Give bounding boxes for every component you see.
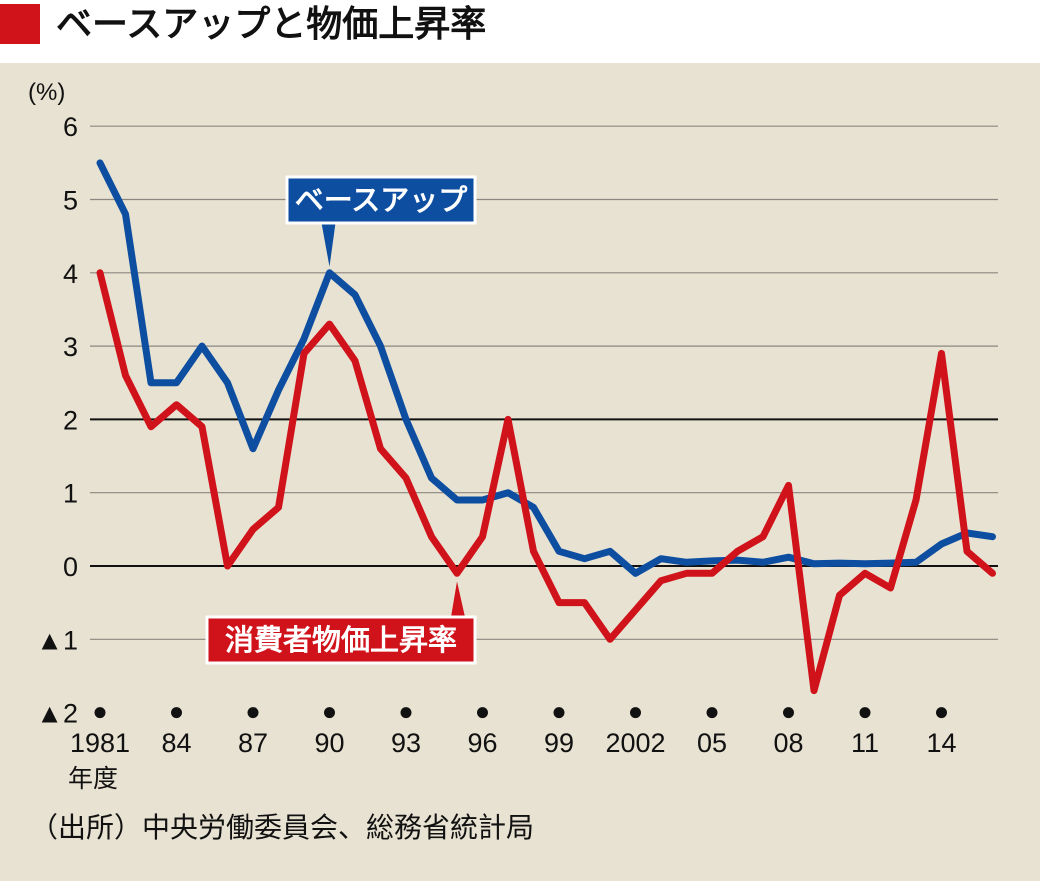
x-tick-dot bbox=[936, 707, 947, 719]
x-tick-label: 90 bbox=[314, 728, 344, 758]
title-marker bbox=[0, 4, 40, 44]
x-tick-dot bbox=[630, 707, 641, 719]
y-tick-label: 0 bbox=[63, 552, 78, 582]
y-tick-label: 5 bbox=[63, 186, 78, 216]
cpi-line bbox=[96, 269, 996, 695]
x-axis-unit: 年度 bbox=[68, 764, 118, 793]
base-up-callout-box bbox=[285, 175, 477, 225]
x-tick-label: 11 bbox=[851, 728, 879, 758]
x-tick-label: 87 bbox=[238, 728, 268, 758]
y-tick-label: 6 bbox=[63, 112, 78, 142]
y-tick-label: ▲2 bbox=[36, 699, 78, 729]
x-tick-dot bbox=[553, 707, 565, 719]
x-tick-dot bbox=[400, 707, 412, 719]
y-tick-label: 3 bbox=[63, 332, 78, 362]
cpi-callout-box bbox=[205, 615, 477, 665]
x-tick-label: 99 bbox=[544, 728, 574, 758]
x-tick-label: 84 bbox=[161, 728, 191, 758]
x-tick-label: 1981 bbox=[70, 728, 130, 758]
y-axis: 6 5 4 3 2 1 0 ▲1 ▲2 (%) bbox=[28, 79, 78, 729]
y-tick-label: 1 bbox=[63, 479, 78, 509]
base-up-callout-pointer bbox=[321, 223, 336, 267]
x-tick-dot bbox=[94, 707, 106, 719]
series-lines bbox=[96, 159, 996, 695]
x-tick-dot bbox=[859, 707, 871, 719]
title-bar: ベースアップと物価上昇率 bbox=[0, 0, 1040, 58]
x-tick-label: 96 bbox=[467, 728, 497, 758]
base-up-callout-label: ベースアップ bbox=[295, 183, 469, 217]
cpi-callout-label: 消費者物価上昇率 bbox=[225, 623, 457, 657]
x-axis: 1981 84 87 90 93 96 99 2002 05 08 11 14 年度 bbox=[68, 707, 957, 793]
cpi-callout-pointer bbox=[451, 581, 465, 617]
x-tick-label: 14 bbox=[926, 728, 956, 758]
y-tick-label: ▲1 bbox=[36, 625, 78, 655]
x-tick-dot bbox=[477, 707, 488, 719]
chart-title: ベースアップと物価上昇率 bbox=[56, 4, 487, 45]
x-tick-dot bbox=[171, 707, 182, 719]
x-tick-dot bbox=[706, 707, 718, 719]
x-tick-label: 93 bbox=[391, 728, 421, 758]
y-tick-label: 4 bbox=[63, 259, 78, 289]
x-tick-label: 08 bbox=[773, 728, 803, 758]
x-tick-label: 05 bbox=[697, 728, 727, 758]
y-axis-unit: (%) bbox=[28, 79, 65, 106]
source-note: （出所）中央労働委員会、総務省統計局 bbox=[30, 811, 535, 844]
x-tick-label: 2002 bbox=[605, 728, 665, 758]
y-tick-label: 2 bbox=[63, 405, 78, 435]
x-tick-dot bbox=[247, 707, 259, 719]
x-tick-dot bbox=[783, 707, 794, 719]
x-tick-dot bbox=[324, 707, 335, 719]
base-up-line bbox=[96, 159, 996, 577]
